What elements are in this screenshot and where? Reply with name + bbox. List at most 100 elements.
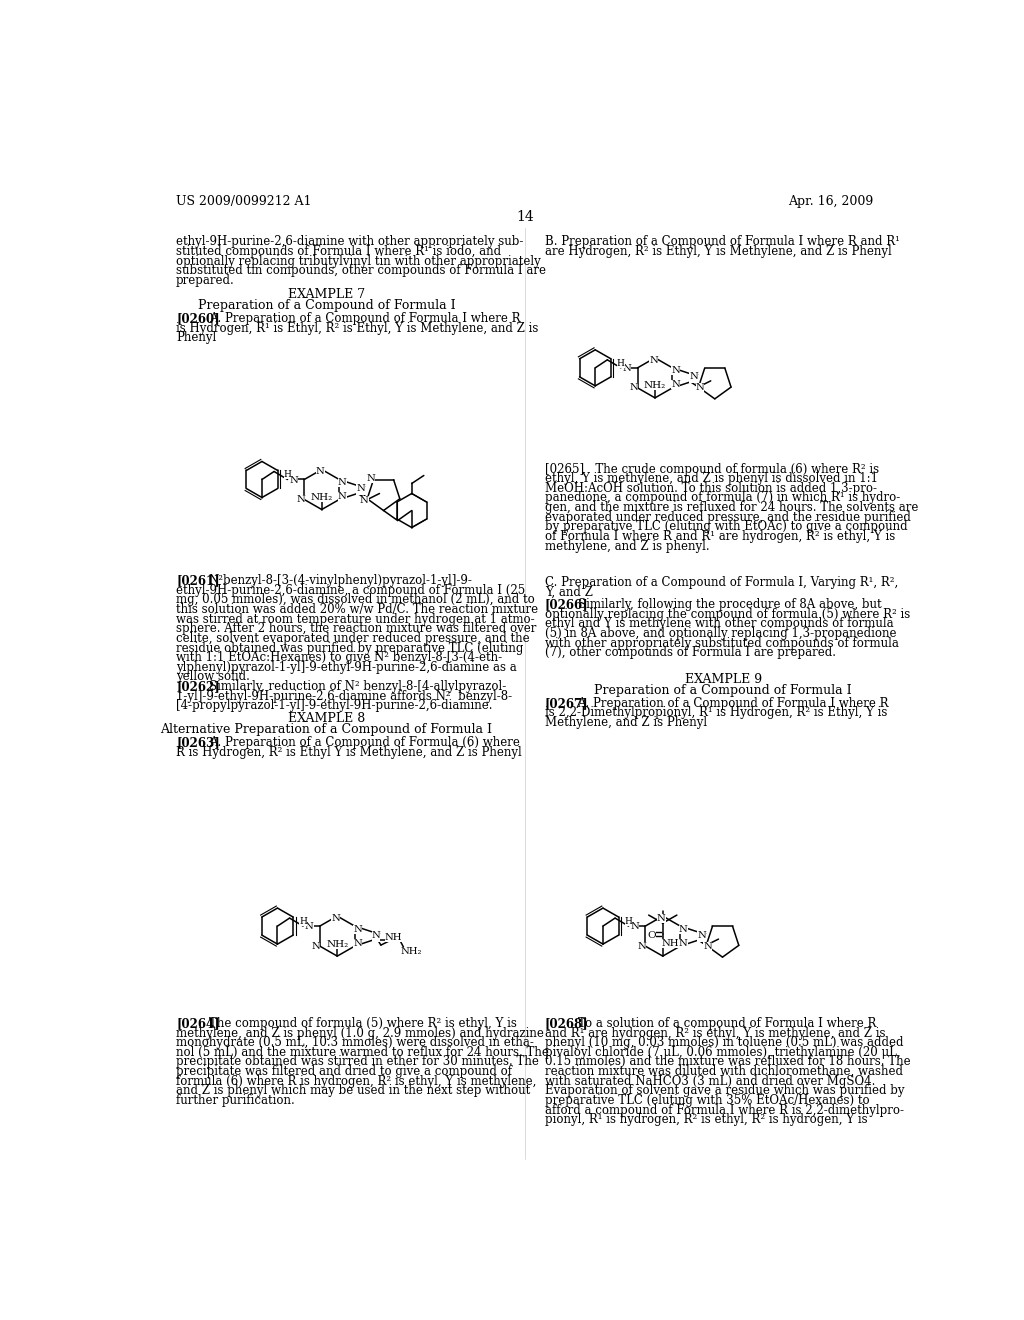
Text: precipitate was filtered and dried to give a compound of: precipitate was filtered and dried to gi… (176, 1065, 512, 1078)
Text: N: N (356, 484, 365, 494)
Text: N: N (623, 364, 632, 374)
Text: Similarly, following the procedure of 8A above, but: Similarly, following the procedure of 8A… (578, 598, 881, 611)
Text: Preparation of a Compound of Formula I: Preparation of a Compound of Formula I (198, 300, 456, 313)
Text: [4-propylpyrazol-1-yl]-9-ethyl-9H-purine-2,6-diamine.: [4-propylpyrazol-1-yl]-9-ethyl-9H-purine… (176, 700, 493, 713)
Text: A. Preparation of a Compound of Formula (6) where: A. Preparation of a Compound of Formula … (209, 737, 519, 748)
Text: with saturated NaHCO3 (3 mL) and dried over MgSO4.: with saturated NaHCO3 (3 mL) and dried o… (545, 1074, 876, 1088)
Text: substituted tin compounds, other compounds of Formula I are: substituted tin compounds, other compoun… (176, 264, 546, 277)
Text: EXAMPLE 7: EXAMPLE 7 (288, 288, 365, 301)
Text: EXAMPLE 8: EXAMPLE 8 (288, 711, 365, 725)
Text: pionyl, R¹ is hydrogen, R² is ethyl, R² is hydrogen, Y is: pionyl, R¹ is hydrogen, R² is ethyl, R² … (545, 1113, 867, 1126)
Text: further purification.: further purification. (176, 1094, 295, 1107)
Text: N: N (353, 939, 362, 948)
Text: 0.15 mmoles) and the mixture was refluxed for 18 hours. The: 0.15 mmoles) and the mixture was refluxe… (545, 1056, 910, 1068)
Text: [0263]: [0263] (176, 737, 220, 748)
Text: The compound of formula (5) where R² is ethyl, Y is: The compound of formula (5) where R² is … (209, 1016, 516, 1030)
Text: N: N (679, 939, 688, 948)
Text: (7), other compounds of Formula I are prepared.: (7), other compounds of Formula I are pr… (545, 647, 836, 659)
Text: N: N (290, 475, 298, 484)
Text: MeOH:AcOH solution. To this solution is added 1,3-pro-: MeOH:AcOH solution. To this solution is … (545, 482, 877, 495)
Text: N: N (631, 923, 639, 932)
Text: optionally replacing the compound of formula (5) where R² is: optionally replacing the compound of for… (545, 607, 910, 620)
Text: N: N (356, 486, 365, 495)
Text: NH: NH (385, 933, 402, 942)
Text: N: N (689, 375, 698, 383)
Text: ylphenyl)pyrazol-1-yl]-9-ethyl-9H-purine-2,6-diamine as a: ylphenyl)pyrazol-1-yl]-9-ethyl-9H-purine… (176, 661, 517, 673)
Text: is 2,2-Dimethylpropionyl, R¹ is Hydrogen, R² is Ethyl, Y is: is 2,2-Dimethylpropionyl, R¹ is Hydrogen… (545, 706, 888, 719)
Text: are Hydrogen, R² is Ethyl, Y is Methylene, and Z is Phenyl: are Hydrogen, R² is Ethyl, Y is Methylen… (545, 246, 892, 257)
Text: [0265]   The crude compound of formula (6) where R² is: [0265] The crude compound of formula (6)… (545, 462, 879, 475)
Text: NH₂: NH₂ (400, 948, 422, 956)
Text: [0262]: [0262] (176, 680, 220, 693)
Text: precipitate obtained was stirred in ether for 30 minutes. The: precipitate obtained was stirred in ethe… (176, 1056, 539, 1068)
Text: H: H (299, 917, 307, 925)
Text: N: N (372, 932, 380, 941)
Text: stituted compounds of Formula I where R¹ is iodo, and: stituted compounds of Formula I where R¹… (176, 246, 501, 257)
Text: residue obtained was purified by preparative TLC (eluting: residue obtained was purified by prepara… (176, 642, 523, 655)
Text: celite, solvent evaporated under reduced pressure, and the: celite, solvent evaporated under reduced… (176, 632, 529, 645)
Text: ethyl and Y is methylene with other compounds of formula: ethyl and Y is methylene with other comp… (545, 618, 894, 631)
Text: N: N (697, 931, 706, 940)
Text: N: N (332, 913, 340, 923)
Text: N: N (649, 355, 657, 364)
Text: panedione, a compound of formula (7) in which R¹ is hydro-: panedione, a compound of formula (7) in … (545, 491, 900, 504)
Text: ethyl, Y is methylene, and Z is phenyl is dissolved in 1:1: ethyl, Y is methylene, and Z is phenyl i… (545, 473, 878, 486)
Text: NH₂: NH₂ (310, 492, 333, 502)
Text: phenyl (10 mg, 0.03 mmoles) in toluene (0.5 mL) was added: phenyl (10 mg, 0.03 mmoles) in toluene (… (545, 1036, 903, 1049)
Text: optionally replacing tributylvinyl tin with other appropriately: optionally replacing tributylvinyl tin w… (176, 255, 541, 268)
Text: O: O (647, 931, 656, 940)
Text: N: N (671, 380, 680, 389)
Text: N: N (305, 923, 313, 932)
Text: Evaporation of solvent gave a residue which was purified by: Evaporation of solvent gave a residue wh… (545, 1084, 904, 1097)
Text: N: N (630, 383, 638, 392)
Text: sphere. After 2 hours, the reaction mixture was filtered over: sphere. After 2 hours, the reaction mixt… (176, 622, 537, 635)
Text: N: N (679, 925, 688, 933)
Text: monohydrate (0.5 mL, 10.3 mmoles) were dissolved in etha-: monohydrate (0.5 mL, 10.3 mmoles) were d… (176, 1036, 534, 1049)
Text: N²benzyl-8-[3-(4-vinylphenyl)pyrazol-1-yl]-9-: N²benzyl-8-[3-(4-vinylphenyl)pyrazol-1-y… (209, 574, 472, 587)
Text: NH: NH (662, 939, 679, 948)
Text: R is Hydrogen, R² is Ethyl Y is Methylene, and Z is Phenyl: R is Hydrogen, R² is Ethyl Y is Methylen… (176, 746, 522, 759)
Text: afford a compound of Formula I where R is 2,2-dimethylpro-: afford a compound of Formula I where R i… (545, 1104, 904, 1117)
Text: [0264]: [0264] (176, 1016, 220, 1030)
Text: N: N (656, 913, 666, 923)
Text: 1-yl]-9-ethyl-9H-purine-2,6-diamine affords N²  benzyl-8-: 1-yl]-9-ethyl-9H-purine-2,6-diamine affo… (176, 689, 512, 702)
Text: is Hydrogen, R¹ is Ethyl, R² is Ethyl, Y is Methylene, and Z is: is Hydrogen, R¹ is Ethyl, R² is Ethyl, Y… (176, 322, 539, 335)
Text: A. Preparation of a Compound of Formula I where R: A. Preparation of a Compound of Formula … (578, 697, 889, 710)
Text: N: N (338, 478, 347, 487)
Text: and Z is phenyl which may be used in the next step without: and Z is phenyl which may be used in the… (176, 1084, 530, 1097)
Text: N: N (697, 932, 706, 941)
Text: Similarly, reduction of N² benzyl-8-[4-allylpyrazol-: Similarly, reduction of N² benzyl-8-[4-a… (209, 680, 506, 693)
Text: this solution was added 20% w/w Pd/C. The reaction mixture: this solution was added 20% w/w Pd/C. Th… (176, 603, 539, 616)
Text: with 1:1 EtOAc:Hexanes) to give N² benzyl-8-[3-(4-eth-: with 1:1 EtOAc:Hexanes) to give N² benzy… (176, 651, 502, 664)
Text: methylene, and Z is phenyl.: methylene, and Z is phenyl. (545, 540, 710, 553)
Text: formula (6) where R is hydrogen, R² is ethyl, Y is methylene,: formula (6) where R is hydrogen, R² is e… (176, 1074, 537, 1088)
Text: nol (5 mL) and the mixture warmed to reflux for 24 hours. The: nol (5 mL) and the mixture warmed to ref… (176, 1045, 549, 1059)
Text: yellow solid.: yellow solid. (176, 671, 250, 684)
Text: with other appropriately substituted compounds of formula: with other appropriately substituted com… (545, 636, 899, 649)
Text: Phenyl: Phenyl (176, 331, 216, 345)
Text: To a solution of a compound of Formula I where R: To a solution of a compound of Formula I… (578, 1016, 876, 1030)
Text: N: N (338, 492, 347, 500)
Text: was stirred at room temperature under hydrogen at 1 atmo-: was stirred at room temperature under hy… (176, 612, 535, 626)
Text: [0260]: [0260] (176, 312, 220, 325)
Text: Alternative Preparation of a Compound of Formula I: Alternative Preparation of a Compound of… (161, 723, 493, 737)
Text: N: N (366, 474, 375, 483)
Text: NH₂: NH₂ (326, 940, 348, 949)
Text: H: H (284, 470, 292, 479)
Text: and R¹ are hydrogen, R² is ethyl, Y is methylene, and Z is: and R¹ are hydrogen, R² is ethyl, Y is m… (545, 1027, 886, 1040)
Text: N: N (311, 941, 321, 950)
Text: N: N (703, 941, 712, 950)
Text: EXAMPLE 9: EXAMPLE 9 (685, 673, 762, 686)
Text: of Formula I where R and R¹ are hydrogen, R² is ethyl, Y is: of Formula I where R and R¹ are hydrogen… (545, 529, 895, 543)
Text: ethyl-9H-purine-2,6-diamine, a compound of Formula I (25: ethyl-9H-purine-2,6-diamine, a compound … (176, 583, 525, 597)
Text: N: N (637, 941, 646, 950)
Text: methylene, and Z is phenyl (1.0 g, 2.9 mmoles) and hydrazine: methylene, and Z is phenyl (1.0 g, 2.9 m… (176, 1027, 544, 1040)
Text: N: N (671, 367, 680, 375)
Text: N: N (689, 372, 698, 381)
Text: N: N (353, 925, 362, 933)
Text: (5) in 8A above, and optionally replacing 1,3-propanedione: (5) in 8A above, and optionally replacin… (545, 627, 896, 640)
Text: [0266]: [0266] (545, 598, 589, 611)
Text: prepared.: prepared. (176, 275, 234, 286)
Text: Methylene, and Z is Phenyl: Methylene, and Z is Phenyl (545, 715, 708, 729)
Text: by preparative TLC (eluting with EtOAc) to give a compound: by preparative TLC (eluting with EtOAc) … (545, 520, 907, 533)
